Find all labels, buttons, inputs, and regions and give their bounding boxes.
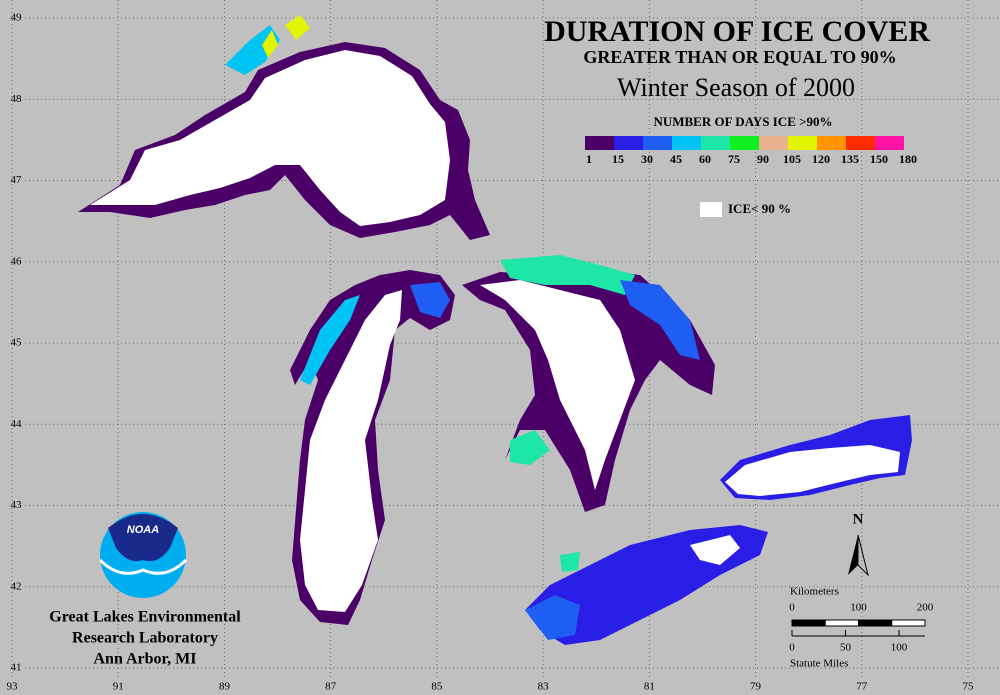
- lake-ontario: [720, 415, 912, 500]
- legend-swatch: [614, 136, 643, 150]
- legend-swatch: [672, 136, 701, 150]
- scale-segment: [791, 619, 826, 627]
- subtitle: GREATER THAN OR EQUAL TO 90%: [583, 47, 896, 67]
- legend-swatch: [759, 136, 788, 150]
- mile-tick: 50: [840, 642, 852, 654]
- lake-huron: [462, 255, 715, 512]
- lon-label: 79: [750, 681, 762, 693]
- legend-break: 45: [670, 152, 682, 166]
- lat-label: 47: [11, 174, 23, 186]
- legend-break: 90: [757, 152, 769, 166]
- km-title: Kilometers: [790, 586, 839, 598]
- lat-label: 41: [11, 662, 22, 674]
- lon-label: 85: [431, 681, 443, 693]
- noaa-logo: NOAA: [98, 512, 188, 598]
- lon-label: 81: [644, 681, 655, 693]
- season: Winter Season of 2000: [617, 73, 855, 102]
- north-arrow-outline: [857, 534, 869, 577]
- scale-segment: [891, 619, 926, 627]
- scale-segment: [824, 619, 859, 627]
- lon-label: 77: [856, 681, 868, 693]
- mile-tick: 100: [891, 642, 908, 654]
- ice-swatch: [700, 202, 722, 217]
- lat-label: 42: [11, 580, 22, 592]
- lat-label: 46: [11, 255, 23, 267]
- lon-label: 75: [963, 681, 975, 693]
- credit-line: Research Laboratory: [72, 630, 218, 647]
- north-arrow: [848, 535, 858, 575]
- legend-swatch: [730, 136, 759, 150]
- lat-label: 48: [11, 93, 23, 105]
- legend-swatch: [817, 136, 846, 150]
- credit-line: Ann Arbor, MI: [94, 651, 197, 668]
- lat-label: 43: [11, 499, 23, 511]
- legend-swatch: [846, 136, 875, 150]
- credit: Great Lakes Environmental Research Labora…: [49, 609, 241, 668]
- legend-swatch: [643, 136, 672, 150]
- mile-tick: 0: [789, 642, 795, 654]
- legend-break: 30: [641, 152, 653, 166]
- legend-break: 75: [728, 152, 740, 166]
- lake-erie: [525, 525, 768, 645]
- lon-label: 91: [113, 681, 124, 693]
- scale-bar: Kilometers Statute Miles 0 100 200 0 50 100: [789, 586, 934, 670]
- legend-swatch: [875, 136, 904, 150]
- legend-swatch: [701, 136, 730, 150]
- title: DURATION OF ICE COVER: [544, 15, 930, 48]
- legend-break: 120: [812, 152, 830, 166]
- lat-label: 49: [11, 12, 23, 24]
- lon-label: 93: [7, 681, 19, 693]
- lake-michigan: [290, 270, 455, 625]
- legend-break: 180: [899, 152, 917, 166]
- scale-segment: [858, 619, 893, 627]
- km-tick: 100: [850, 602, 867, 614]
- km-tick: 0: [789, 602, 795, 614]
- lat-label: 44: [11, 418, 23, 430]
- logo-text: NOAA: [127, 524, 159, 536]
- legend-title: NUMBER OF DAYS ICE >90%: [653, 114, 832, 129]
- legend: 1 15 30 45 60 75 90 105 120 135 150 180: [585, 136, 917, 166]
- mile-title: Statute Miles: [790, 658, 848, 670]
- ice-label: ICE< 90 %: [728, 201, 791, 216]
- legend-break: 60: [699, 152, 711, 166]
- legend-break: 150: [870, 152, 888, 166]
- lat-label: 45: [11, 337, 23, 349]
- lon-label: 87: [325, 681, 337, 693]
- lake-superior: [78, 15, 490, 240]
- north-label: N: [853, 511, 864, 527]
- legend-break: 15: [612, 152, 624, 166]
- lon-label: 89: [219, 681, 231, 693]
- legend-break: 105: [783, 152, 801, 166]
- legend-swatch: [788, 136, 817, 150]
- legend-break: 135: [841, 152, 859, 166]
- km-tick: 200: [917, 602, 934, 614]
- legend-break: 1: [586, 152, 592, 166]
- lon-label: 83: [538, 681, 550, 693]
- legend-swatch: [585, 136, 614, 150]
- credit-line: Great Lakes Environmental: [49, 609, 241, 626]
